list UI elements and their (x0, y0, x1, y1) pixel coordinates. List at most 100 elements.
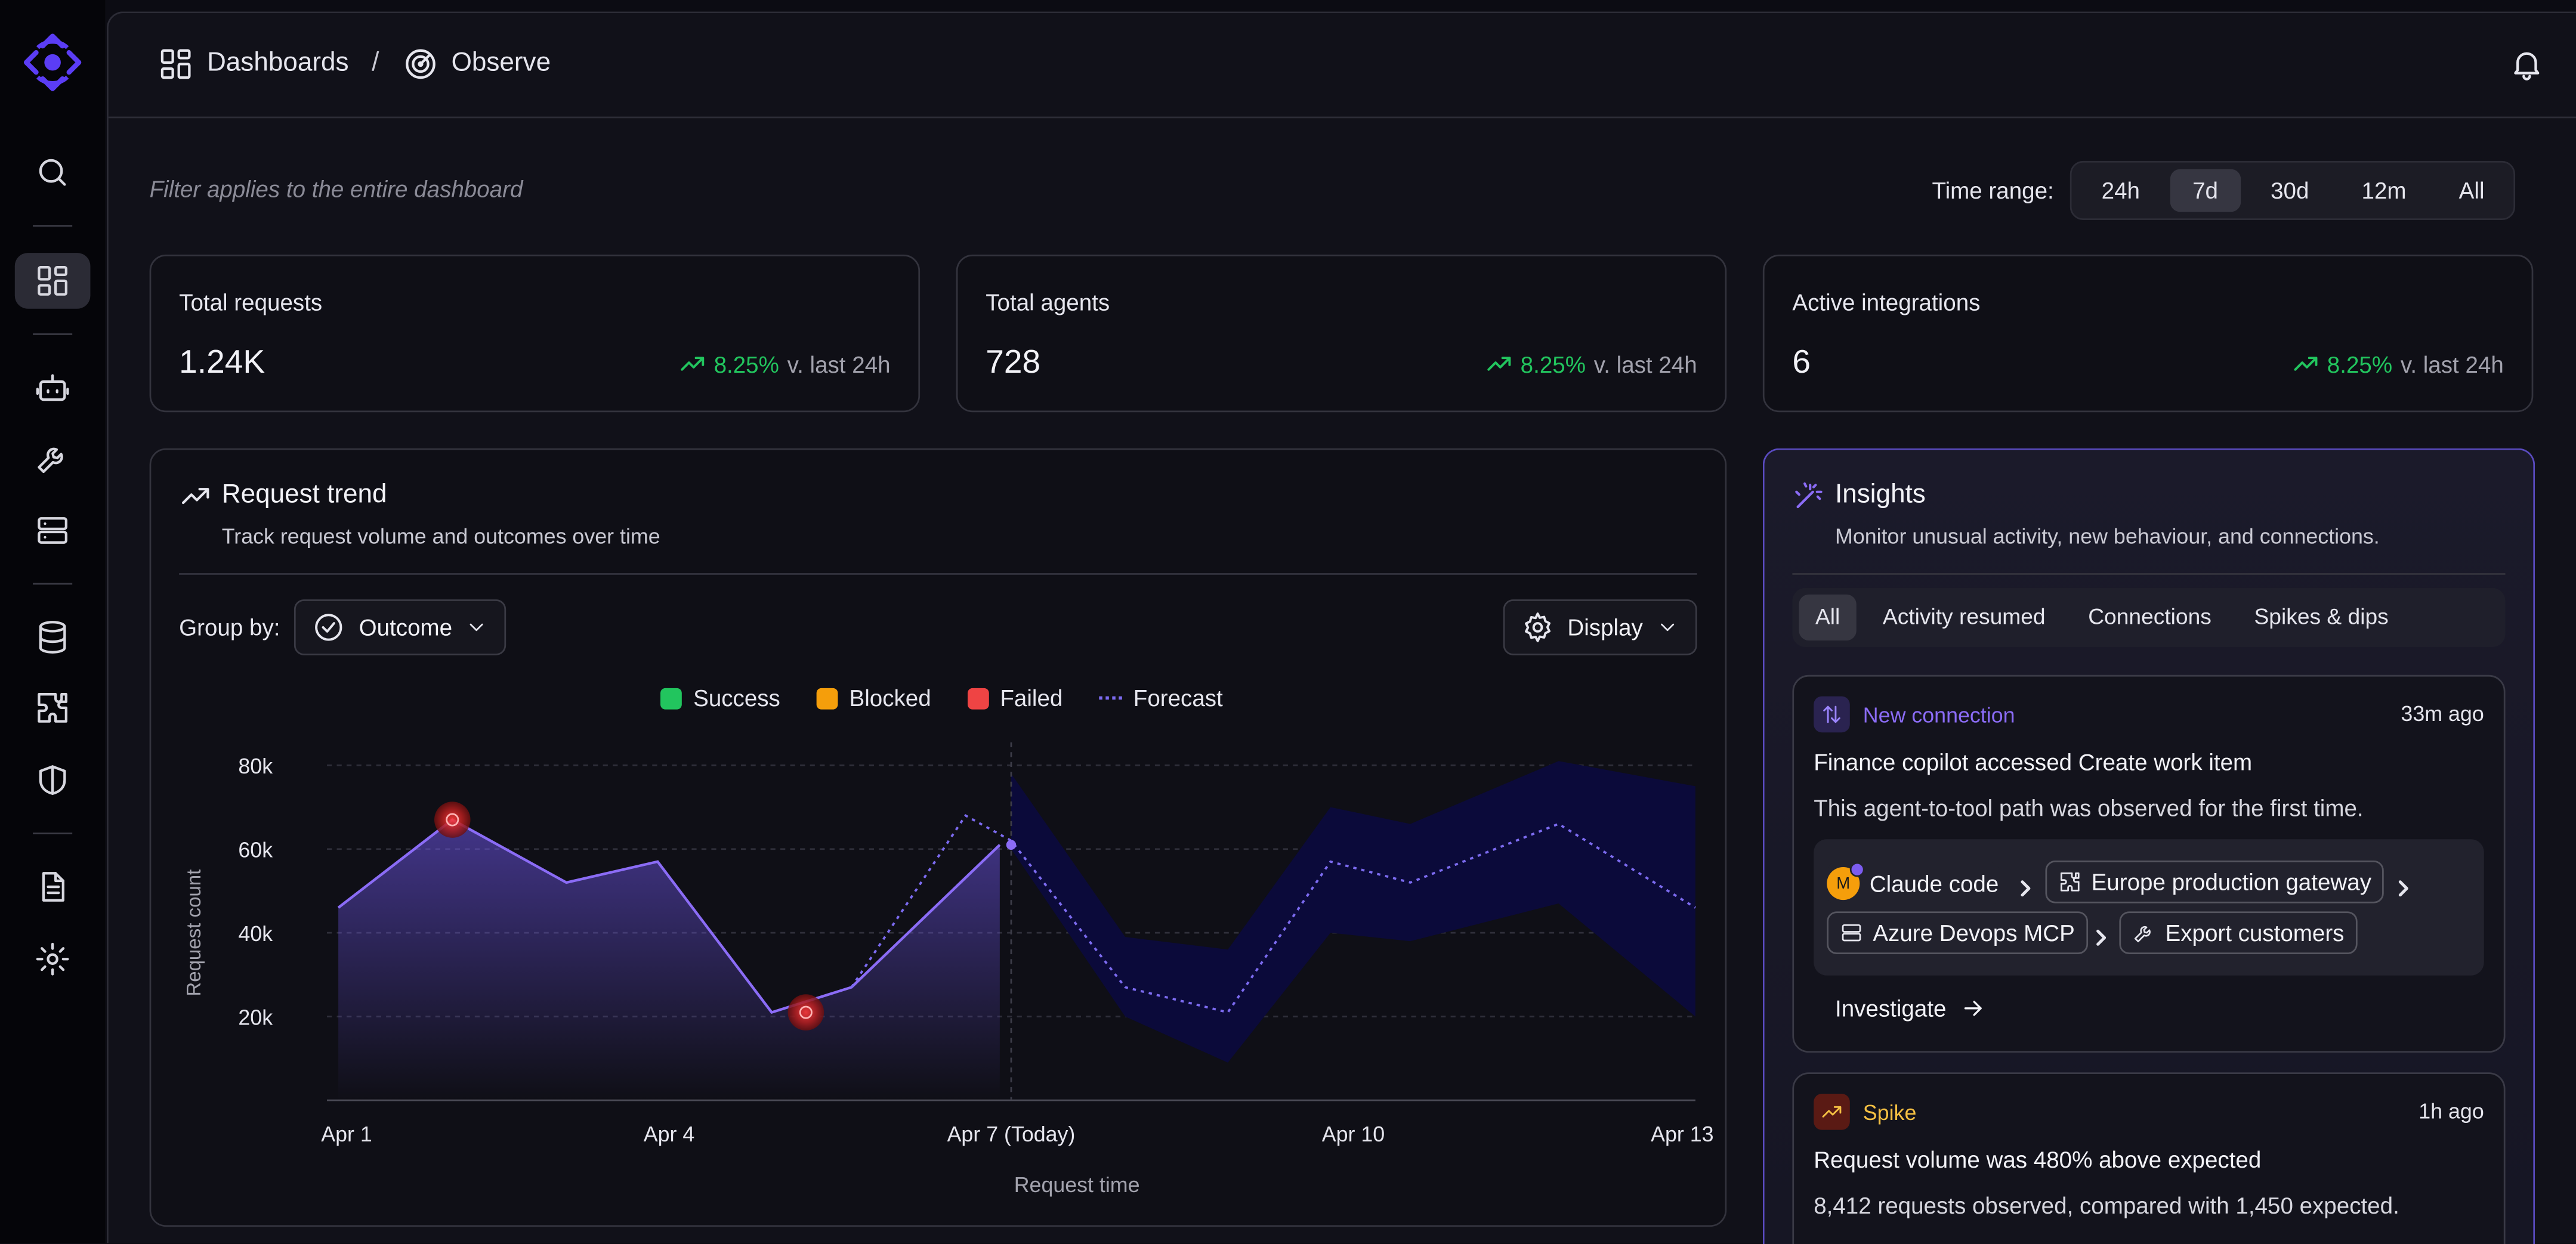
rail-divider (33, 225, 73, 227)
stat-card-active-integrations: Active integrations 6 8.25% v. last 24h (1762, 254, 2534, 413)
legend-swatch (967, 687, 989, 709)
time-range-label: Time range: (1932, 177, 2054, 204)
rail-search-icon[interactable] (15, 144, 91, 200)
breadcrumb-dashboards-link[interactable]: Dashboards (206, 49, 349, 78)
rail-policies-shield-icon[interactable] (15, 752, 91, 808)
insight-card-spike[interactable]: Spike 1h ago Request volume was 480% abo… (1792, 1072, 2506, 1244)
path-node-label: Export customers (2165, 920, 2345, 946)
x-tick-label: Apr 1 (321, 1122, 372, 1146)
today-point (1006, 840, 1017, 850)
gear-icon (1525, 612, 1551, 642)
divider (179, 573, 1697, 575)
avatar: M (1827, 862, 1865, 900)
investigate-button[interactable]: Investigate (1835, 995, 1986, 1022)
data-point (771, 1012, 772, 1013)
stat-value: 728 (986, 345, 1041, 381)
rail-divider (33, 583, 73, 585)
notifications-bell-icon[interactable] (2509, 46, 2545, 82)
anomaly-core (446, 813, 459, 827)
trend-up-icon (2293, 357, 2317, 371)
legend-item-forecast[interactable]: Forecast (1098, 685, 1223, 711)
stat-delta-compare: v. last 24h (1593, 350, 1697, 377)
path-node-label: Azure Devops MCP (1873, 920, 2075, 946)
rail-integrations-puzzle-icon[interactable] (15, 680, 91, 736)
legend-item-failed[interactable]: Failed (967, 685, 1062, 711)
rail-tools-wrench-icon[interactable] (15, 430, 91, 486)
left-rail (0, 0, 106, 1243)
time-range-option-30d[interactable]: 30d (2271, 177, 2309, 204)
rail-database-icon[interactable] (15, 609, 91, 666)
tab-spikes-dips[interactable]: Spikes & dips (2254, 604, 2389, 629)
path-node-gateway[interactable]: Europe production gateway (2045, 860, 2385, 903)
legend-swatch (660, 687, 682, 709)
anomaly-marker (787, 994, 824, 1031)
stat-card-total-agents: Total agents 728 8.25% v. last 24h (956, 254, 1727, 413)
path-node-agent[interactable]: M Claude code (1827, 862, 1999, 905)
time-range-option-24h[interactable]: 24h (2101, 177, 2140, 204)
path-node-mcp-server[interactable]: Azure Devops MCP (1827, 911, 2088, 954)
time-range-option-all[interactable]: All (2458, 177, 2485, 204)
rail-agents-robot-icon[interactable] (15, 360, 91, 416)
group-by-label: Group by: (179, 614, 280, 640)
group-by-dropdown[interactable]: Outcome (295, 599, 506, 655)
legend-item-blocked[interactable]: Blocked (816, 685, 931, 711)
time-range-option-12m[interactable]: 12m (2361, 177, 2407, 204)
request-trend-card: Request trend Track request volume and o… (149, 448, 1727, 1227)
stat-delta-percent: 8.25% (2327, 350, 2393, 377)
display-label: Display (1567, 614, 1643, 640)
legend-label: Forecast (1133, 685, 1223, 711)
rail-dashboards-icon[interactable] (14, 253, 91, 309)
insights-panel: Insights Monitor unusual activity, new b… (1762, 448, 2535, 1244)
x-tick-label: Apr 13 (1651, 1122, 1713, 1146)
rail-logs-document-icon[interactable] (15, 859, 91, 915)
stat-card-total-requests: Total requests 1.24K 8.25% v. last 24h (149, 254, 921, 413)
path-node-tool[interactable]: Export customers (2119, 911, 2358, 954)
time-range-segmented-control: 24h 7d 30d 12m All (2070, 160, 2516, 221)
y-tick-label: 60k (238, 838, 273, 862)
legend-label: Success (693, 685, 780, 711)
request-trend-chart: 20k 40k 60k 80k Apr 1 Apr 4 Apr 7 (Today) Apr 1… (183, 742, 1714, 1197)
stat-delta-compare: v. last 24h (787, 350, 891, 377)
x-tick-label: Apr 10 (1322, 1122, 1385, 1146)
y-tick-label: 40k (238, 922, 273, 946)
rail-settings-gear-icon[interactable] (15, 931, 91, 987)
insight-title: Finance copilot accessed Create work ite… (1814, 748, 2253, 775)
breadcrumb: Dashboards / Observe (157, 46, 551, 82)
investigate-label: Investigate (1834, 995, 1947, 1022)
display-dropdown[interactable]: Display (1503, 599, 1697, 655)
insight-title: Request volume was 480% above expected (1814, 1146, 2262, 1173)
tab-activity-resumed[interactable]: Activity resumed (1882, 604, 2046, 629)
insight-tag: New connection (1814, 696, 2015, 733)
stat-delta-compare: v. last 24h (2400, 350, 2504, 377)
chart-legend: Success Blocked Failed Forecast (660, 685, 1223, 711)
x-axis-title: Request time (1014, 1173, 1140, 1197)
legend-item-success[interactable]: Success (660, 685, 780, 711)
stat-value: 6 (1792, 345, 1811, 381)
server-icon (1842, 924, 1861, 942)
tab-connections[interactable]: Connections (2088, 604, 2211, 629)
stat-title: Total agents (986, 289, 1110, 315)
observe-radar-icon (405, 49, 435, 79)
insight-description: This agent-to-tool path was observed for… (1814, 794, 2364, 821)
rail-servers-icon[interactable] (15, 503, 91, 559)
request-trend-subtitle: Track request volume and outcomes over t… (221, 524, 660, 549)
gateway-puzzle-icon (2060, 872, 2080, 892)
tab-all[interactable]: All (1799, 594, 1857, 640)
insight-tag-label: Spike (1862, 1099, 1917, 1124)
stat-delta-percent: 8.25% (714, 350, 779, 377)
time-range-selector: Time range: 24h 7d 30d 12m All (1932, 160, 2516, 221)
anomaly-core (799, 1005, 813, 1019)
insight-card-new-connection[interactable]: New connection 33m ago Finance copilot a… (1792, 674, 2506, 1053)
dashboards-icon (160, 49, 191, 79)
series-line-forecast (850, 813, 1696, 1014)
x-tick-label: Apr 4 (644, 1122, 695, 1146)
request-trend-title: Request trend (221, 481, 387, 509)
app-logo-icon[interactable] (23, 33, 82, 92)
x-tick-label: Apr 7 (Today) (947, 1122, 1076, 1146)
chevron-down-icon (470, 623, 484, 632)
time-range-option-7d[interactable]: 7d (2169, 169, 2241, 212)
insights-subtitle: Monitor unusual activity, new behaviour,… (1834, 524, 2380, 549)
path-node-label: Europe production gateway (2091, 868, 2371, 895)
legend-dash (1098, 696, 1122, 700)
